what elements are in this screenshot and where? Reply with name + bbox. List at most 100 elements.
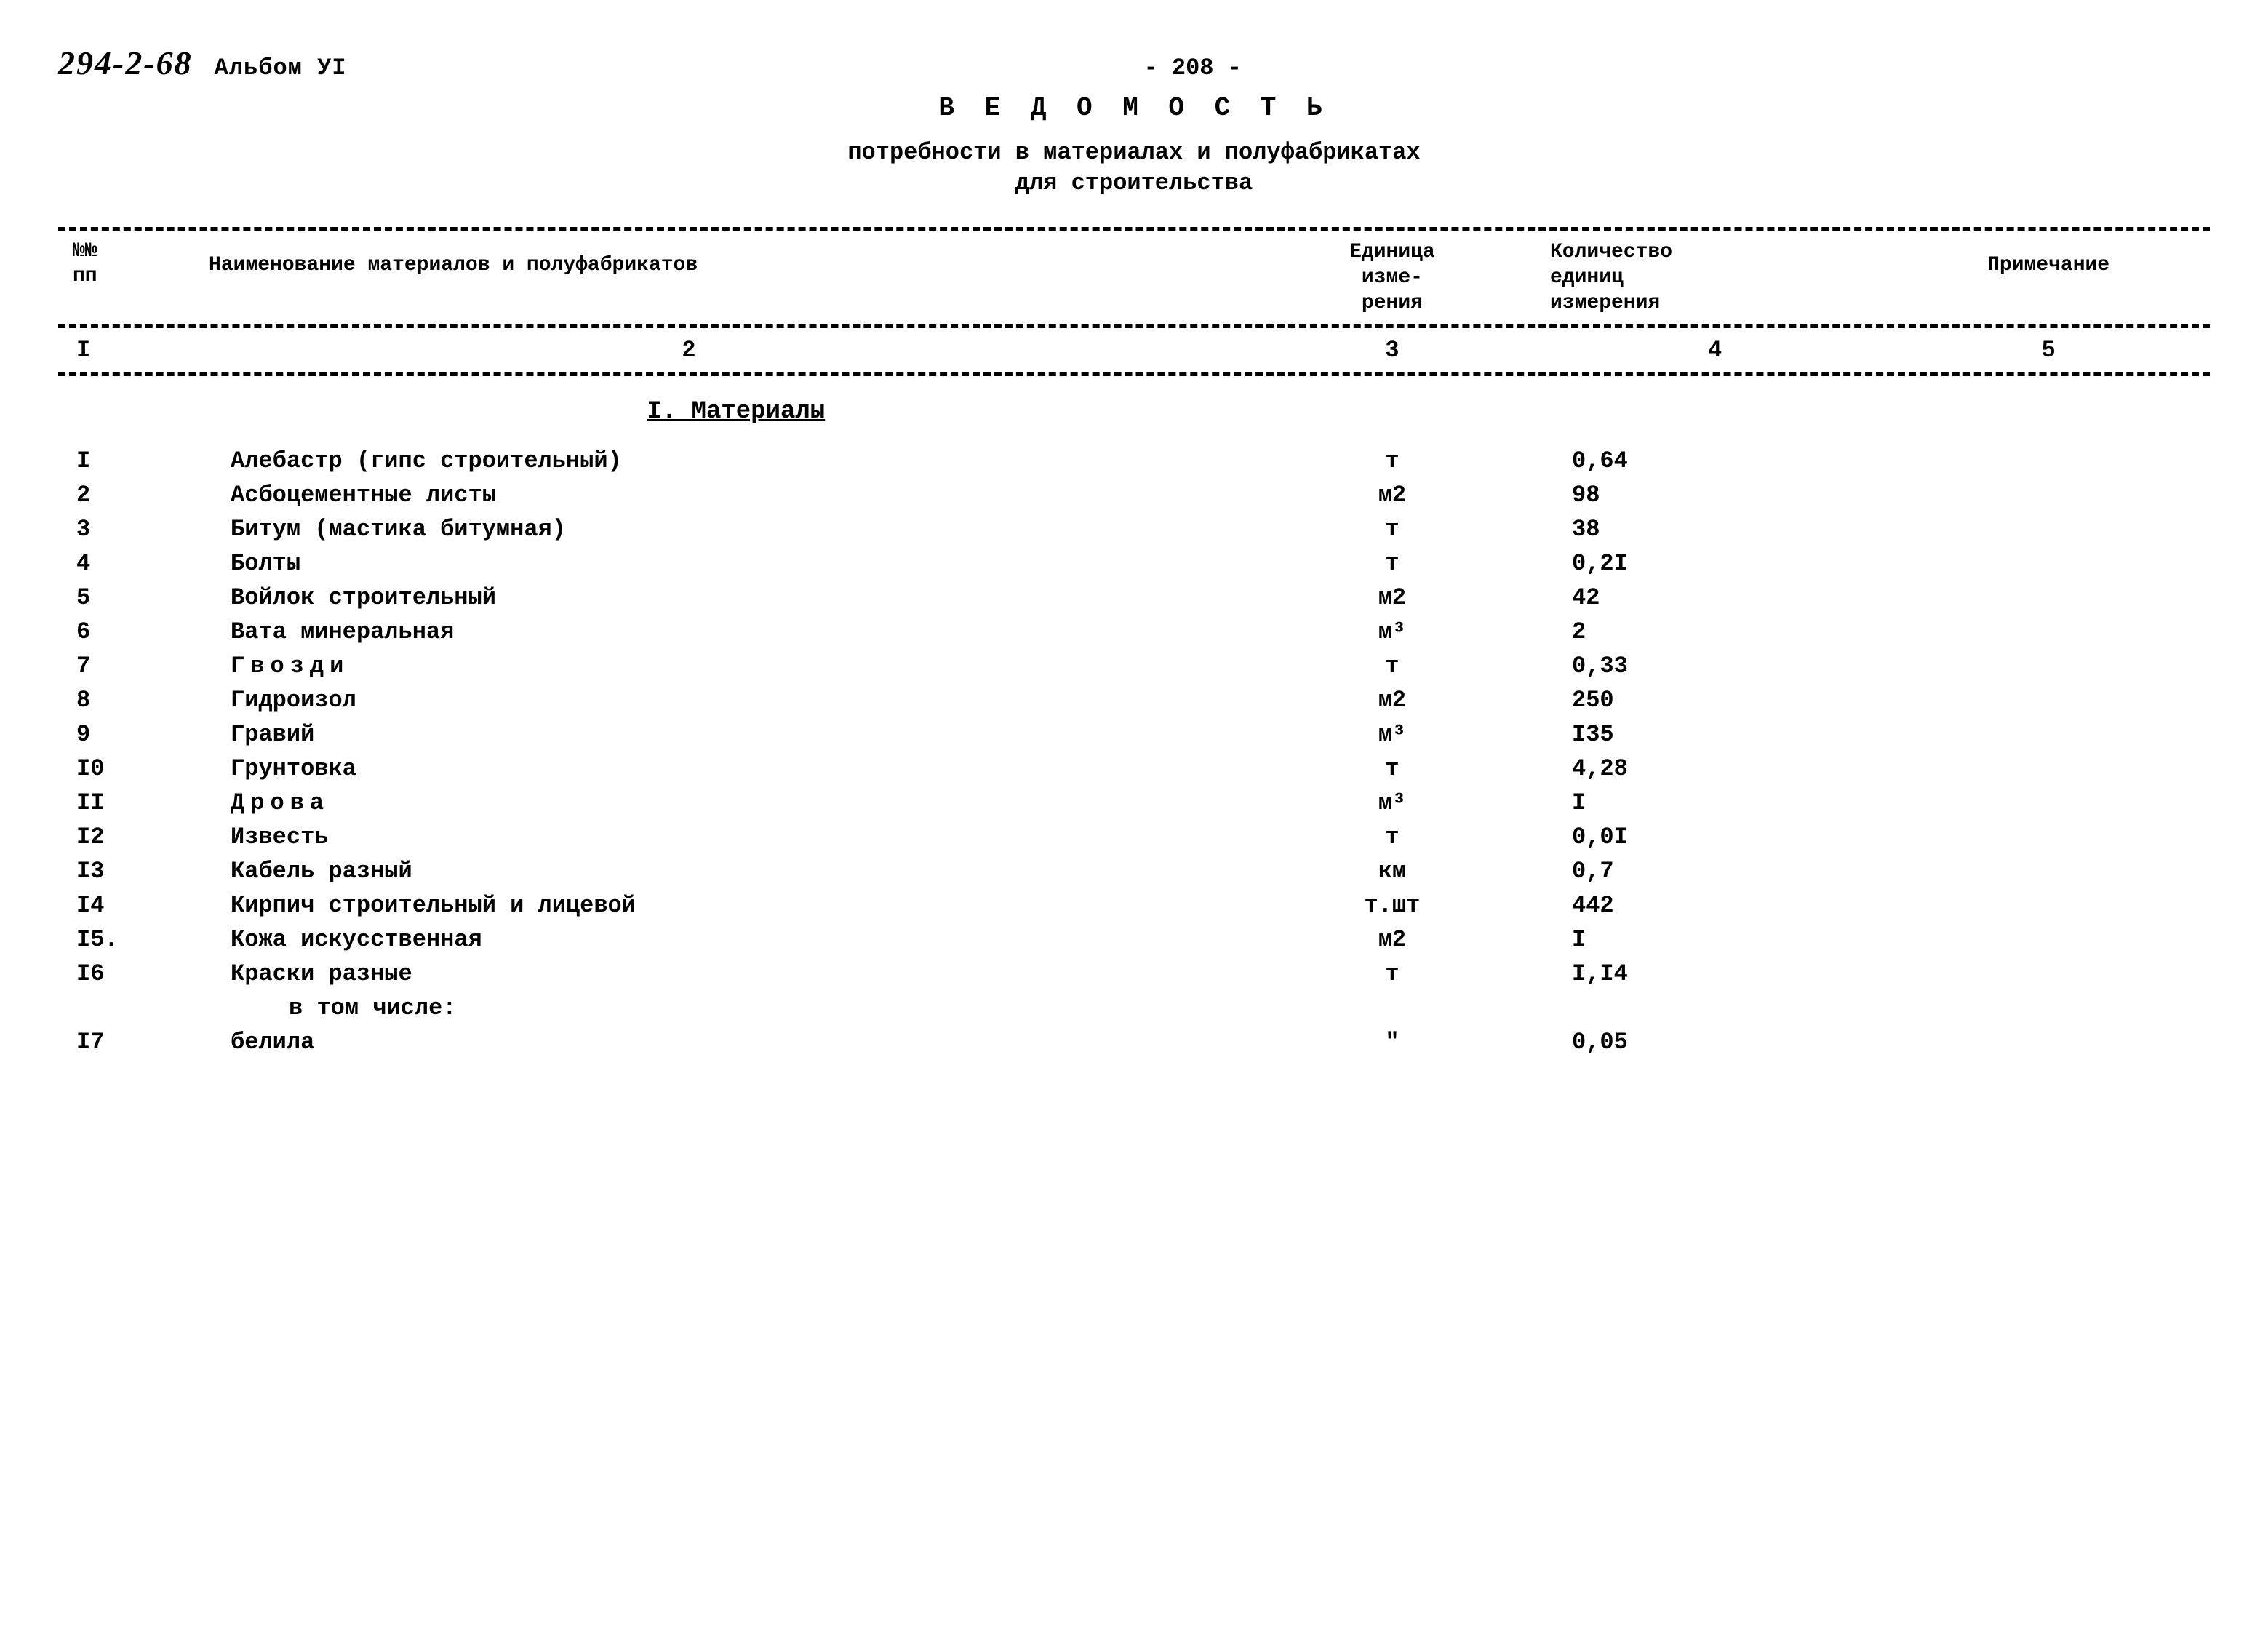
cell-name: Грунтовка: [209, 755, 1242, 782]
cell-unit: т: [1242, 550, 1543, 577]
cell-qty: 0,0I: [1543, 824, 1887, 850]
divider: [58, 227, 2210, 231]
cell-name: Асбоцементные листы: [209, 482, 1242, 509]
subtitle-line2: для строительства: [1015, 170, 1253, 196]
rows-container: IАлебастр (гипс строительный)т0,642Асбоц…: [58, 447, 2210, 987]
header-num: №№ пп: [58, 239, 209, 288]
sub-label-row: в том числе:: [58, 995, 2210, 1021]
header-qty: Количество единиц измерения: [1543, 239, 1887, 316]
table-row: IIДровам³I: [58, 789, 2210, 816]
cell-unit: т.шт: [1242, 892, 1543, 919]
cell-name: Дрова: [209, 789, 1242, 816]
doc-title: В Е Д О М О С Т Ь: [58, 93, 2210, 123]
cell-unit: м2: [1242, 926, 1543, 953]
cell-unit: м³: [1242, 789, 1543, 816]
table-row: I7 белила " 0,05: [58, 1029, 2210, 1056]
colnum-3: 3: [1242, 337, 1543, 364]
table-row: I5.Кожа искусственнаям2I: [58, 926, 2210, 953]
cell-qty: 98: [1543, 482, 1887, 509]
header-unit: Единица изме- рения: [1242, 239, 1543, 316]
cell-name: Кирпич строительный и лицевой: [209, 892, 1242, 919]
cell-unit: ": [1242, 1029, 1543, 1056]
table-row: 2Асбоцементные листым298: [58, 482, 2210, 509]
cell-name: Алебастр (гипс строительный): [209, 447, 1242, 474]
cell-unit: т: [1242, 447, 1543, 474]
cell-qty: 0,2I: [1543, 550, 1887, 577]
cell-name: Кабель разный: [209, 858, 1242, 885]
cell-num: I6: [58, 960, 209, 987]
cell-qty: 0,7: [1543, 858, 1887, 885]
cell-qty: I: [1543, 926, 1887, 953]
cell-num: II: [58, 789, 209, 816]
column-number-row: I 2 3 4 5: [58, 337, 2210, 364]
cell-name: Гидроизол: [209, 687, 1242, 714]
cell-qty: 0,05: [1543, 1029, 1887, 1056]
cell-unit: м³: [1242, 721, 1543, 748]
colnum-5: 5: [1887, 337, 2210, 364]
cell-unit: м2: [1242, 584, 1543, 611]
cell-name: Гравий: [209, 721, 1242, 748]
header-note: Примечание: [1887, 239, 2210, 276]
cell-unit: км: [1242, 858, 1543, 885]
table-row: 5Войлок строительныйм242: [58, 584, 2210, 611]
cell-name: Известь: [209, 824, 1242, 850]
cell-qty: 42: [1543, 584, 1887, 611]
cell-unit: т: [1242, 653, 1543, 679]
table-row: 7Гвоздит0,33: [58, 653, 2210, 679]
cell-num: 2: [58, 482, 209, 509]
table-header-row: №№ пп Наименование материалов и полуфабр…: [58, 239, 2210, 316]
colnum-2: 2: [209, 337, 1242, 364]
colnum-1: I: [58, 337, 209, 364]
table-row: 3Битум (мастика битумная)т38: [58, 516, 2210, 543]
cell-num: 7: [58, 653, 209, 679]
album-label: Альбом УI: [215, 55, 347, 81]
table-row: I2Известьт0,0I: [58, 824, 2210, 850]
cell-name: Войлок строительный: [209, 584, 1242, 611]
cell-num: 8: [58, 687, 209, 714]
cell-unit: м³: [1242, 618, 1543, 645]
cell-num: 4: [58, 550, 209, 577]
cell-qty: 250: [1543, 687, 1887, 714]
cell-num: I5.: [58, 926, 209, 953]
cell-name: белила: [209, 1029, 1242, 1056]
table-row: I6Краски разныетI,I4: [58, 960, 2210, 987]
cell-unit: т: [1242, 824, 1543, 850]
cell-name: Краски разные: [209, 960, 1242, 987]
cell-qty: I,I4: [1543, 960, 1887, 987]
cell-num: 6: [58, 618, 209, 645]
cell-qty: 442: [1543, 892, 1887, 919]
cell-name: Болты: [209, 550, 1242, 577]
cell-num: 9: [58, 721, 209, 748]
cell-num: I0: [58, 755, 209, 782]
table-row: IАлебастр (гипс строительный)т0,64: [58, 447, 2210, 474]
cell-qty: 0,33: [1543, 653, 1887, 679]
cell-name: Кожа искусственная: [209, 926, 1242, 953]
materials-table: №№ пп Наименование материалов и полуфабр…: [58, 227, 2210, 1056]
doc-number: 294-2-68: [58, 44, 193, 82]
page-header: 294-2-68 Альбом УI - 208 -: [58, 44, 2210, 82]
cell-num: I3: [58, 858, 209, 885]
cell-num: I2: [58, 824, 209, 850]
cell-unit: т: [1242, 516, 1543, 543]
cell-name: Вата минеральная: [209, 618, 1242, 645]
divider: [58, 324, 2210, 328]
colnum-4: 4: [1543, 337, 1887, 364]
cell-num: I7: [58, 1029, 209, 1056]
table-row: 6Вата минеральнаям³2: [58, 618, 2210, 645]
divider: [58, 372, 2210, 376]
sub-label: в том числе:: [209, 995, 1242, 1021]
doc-subtitle: потребности в материалах и полуфабриката…: [58, 138, 2210, 198]
cell-num: 5: [58, 584, 209, 611]
page-number: - 208 -: [1143, 55, 1241, 81]
cell-unit: т: [1242, 755, 1543, 782]
table-row: I0Грунтовкат4,28: [58, 755, 2210, 782]
table-row: 8Гидроизолм2250: [58, 687, 2210, 714]
cell-unit: м2: [1242, 482, 1543, 509]
cell-qty: I: [1543, 789, 1887, 816]
cell-name: Битум (мастика битумная): [209, 516, 1242, 543]
cell-unit: т: [1242, 960, 1543, 987]
cell-qty: 2: [1543, 618, 1887, 645]
cell-qty: 38: [1543, 516, 1887, 543]
table-row: 4Болтыт0,2I: [58, 550, 2210, 577]
cell-qty: 0,64: [1543, 447, 1887, 474]
